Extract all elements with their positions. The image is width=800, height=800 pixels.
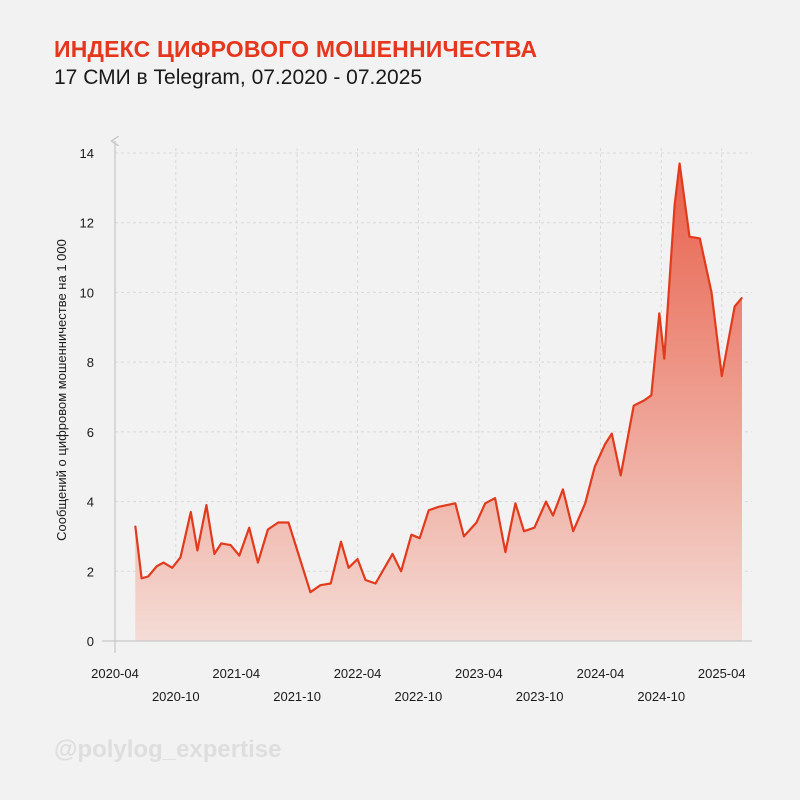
x-tick-label: 2020-04: [91, 666, 139, 681]
data-point: [357, 558, 359, 560]
data-point: [504, 551, 506, 553]
data-point: [523, 530, 525, 532]
data-point: [348, 567, 350, 569]
x-tick-label: 2020-10: [152, 689, 200, 704]
x-tick-label: 2024-10: [637, 689, 685, 704]
data-point: [688, 236, 691, 238]
series-area-fill: [135, 163, 743, 641]
y-tick-label: 0: [87, 634, 94, 649]
data-point: [650, 394, 652, 396]
data-point: [475, 521, 478, 524]
x-tick-label: 2022-04: [334, 666, 382, 681]
data-point: [179, 556, 182, 558]
data-point: [658, 312, 660, 314]
data-point: [205, 504, 207, 506]
data-point: [679, 162, 681, 165]
data-point: [611, 433, 613, 435]
data-point: [309, 591, 311, 593]
data-point: [545, 501, 547, 503]
y-tick-label: 14: [80, 146, 94, 161]
data-point: [213, 553, 215, 555]
series-line: [134, 162, 743, 594]
data-point: [419, 537, 421, 539]
x-tick-label: 2023-10: [516, 689, 564, 704]
data-point: [699, 237, 701, 239]
data-point: [438, 506, 440, 508]
data-point: [162, 562, 165, 564]
data-point: [134, 525, 136, 527]
data-point: [721, 375, 723, 377]
chart-title: ИНДЕКС ЦИФРОВОГО МОШЕННИЧЕСТВА: [54, 36, 538, 62]
data-point: [562, 488, 564, 490]
data-point: [257, 562, 259, 564]
data-point: [484, 502, 486, 504]
y-tick-label: 2: [87, 564, 94, 579]
x-tick-label: 2023-04: [455, 666, 503, 681]
x-tick-label: 2022-10: [395, 689, 443, 704]
data-point: [533, 527, 536, 529]
data-point: [428, 509, 430, 511]
data-point: [248, 527, 250, 529]
data-point: [267, 528, 269, 531]
data-point: [391, 553, 394, 555]
data-point: [156, 565, 158, 567]
data-point: [340, 541, 342, 543]
data-point: [584, 502, 586, 504]
data-point: [643, 399, 645, 402]
y-tick-label: 12: [80, 216, 94, 231]
y-tick-label: 4: [87, 495, 94, 510]
data-point: [663, 358, 665, 360]
data-point: [594, 466, 596, 468]
data-point: [330, 582, 332, 585]
data-point: [463, 535, 465, 538]
data-point: [319, 584, 321, 586]
data-point: [604, 443, 606, 445]
data-point: [171, 567, 173, 569]
y-tick-label: 8: [87, 355, 94, 370]
data-point: [633, 405, 635, 407]
axes: 0 2 4 6 8 10 12 14 2020-04 2021-04 2022-04 2023-04 2…: [80, 135, 752, 704]
data-point: [400, 570, 402, 572]
data-area: [134, 162, 743, 641]
data-point: [238, 555, 240, 557]
watermark: @polylog_expertise: [54, 736, 282, 763]
x-tick-label: 2021-04: [212, 666, 260, 681]
y-axis-label: Сообщений о цифровом мошенничестве на 1 …: [54, 239, 69, 541]
chart-subtitle: 17 СМИ в Telegram, 07.2020 - 07.2025: [54, 66, 423, 89]
data-point: [674, 204, 676, 206]
y-tick-label: 6: [87, 425, 94, 440]
x-tick-label: 2021-10: [273, 689, 321, 704]
data-point: [514, 502, 517, 504]
data-point: [190, 511, 192, 513]
data-point: [230, 544, 232, 546]
data-point: [196, 549, 198, 552]
data-point: [552, 514, 554, 517]
data-point: [494, 497, 496, 499]
x-tick-label: 2025-04: [698, 666, 746, 681]
y-tick-label: 10: [80, 285, 94, 300]
data-point: [141, 577, 143, 579]
data-point: [710, 291, 713, 293]
data-point: [572, 530, 574, 532]
data-point: [741, 297, 743, 299]
data-point: [287, 521, 290, 524]
data-point: [734, 305, 736, 307]
data-point: [620, 474, 622, 476]
data-point: [220, 542, 222, 545]
data-point: [410, 534, 412, 536]
data-point: [147, 575, 149, 578]
data-point: [277, 521, 279, 524]
data-point: [364, 579, 367, 581]
data-point: [374, 582, 377, 585]
data-point: [454, 502, 456, 504]
x-tick-label: 2024-04: [577, 666, 625, 681]
